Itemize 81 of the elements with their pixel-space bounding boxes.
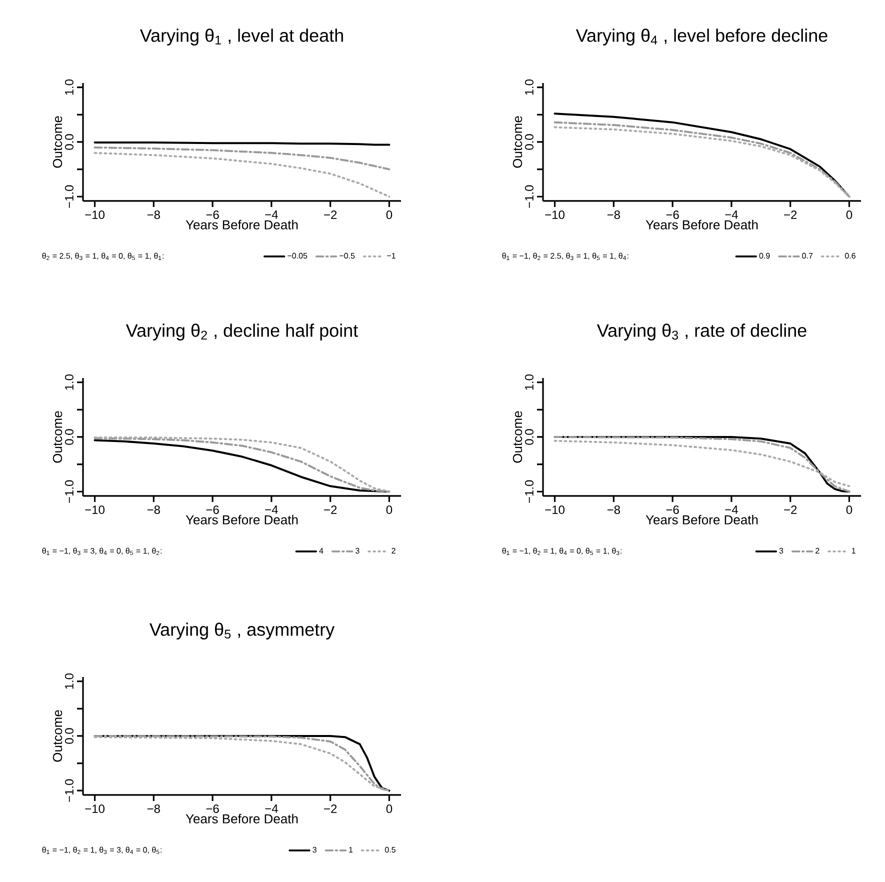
x-tick-label: −8: [607, 210, 620, 220]
legend-label: 3: [312, 846, 316, 853]
y-tick-label: 0.0: [64, 134, 74, 150]
x-tick-label: −8: [147, 210, 160, 220]
x-axis-title: Years Before Death: [186, 514, 298, 524]
chart-title: Varying θ$_{4}$ , level before decline: [576, 28, 828, 46]
text: θ$_{1}$ = −1, θ$_{3}$ = 3, θ$_{4}$ = 0, θ$_{5}$ = 1, θ$_{2}$:: [42, 548, 162, 556]
x-tick-label: −2: [784, 506, 797, 514]
chart-title: Varying θ$_{1}$ , level at death: [140, 28, 343, 46]
x-tick-label: −6: [666, 506, 679, 514]
x-tick-label: −6: [666, 210, 679, 220]
y-tick-label: −1.0: [64, 185, 74, 208]
y-axis-title: Outcome: [52, 411, 62, 463]
x-tick-label: 0: [386, 210, 392, 220]
x-tick-label: 0: [846, 506, 852, 514]
x-tick-label: −4: [725, 210, 738, 219]
legend-label: 0.5: [385, 846, 396, 853]
x-tick-label: −2: [324, 210, 337, 219]
x-axis-title: Years Before Death: [646, 220, 758, 230]
y-tick-label: 1.0: [64, 374, 74, 390]
x-tick-label: −6: [206, 210, 219, 220]
x-tick-label: −8: [147, 506, 160, 514]
x-tick-label: −4: [265, 506, 278, 514]
legend-label: −1: [387, 252, 396, 258]
x-tick-label: −10: [545, 210, 564, 220]
text: θ$_{2}$ = 2.5, θ$_{3}$ = 1, θ$_{4}$ = 0, θ$_{5}$ = 1, θ$_{1}$:: [42, 252, 164, 260]
legend-label: 2: [392, 548, 396, 554]
y-tick-label: −1.0: [64, 779, 74, 802]
legend-label: 1: [349, 846, 353, 852]
y-axis-title: Outcome: [512, 411, 522, 463]
y-tick-label: −1.0: [524, 185, 534, 208]
x-tick-label: 0: [846, 210, 852, 220]
legend-label: 3: [355, 548, 360, 554]
text: θ$_{1}$ = −1, θ$_{2}$ = 2.5, θ$_{3}$ = 1, θ$_{5}$ = 1, θ$_{4}$:: [502, 252, 628, 260]
y-tick-label: 1.0: [524, 79, 534, 95]
text: θ$_{1}$ = −1, θ$_{2}$ = 1, θ$_{3}$ = 3, θ$_{4}$ = 0, θ$_{5}$:: [42, 846, 162, 854]
x-tick-label: −10: [85, 506, 104, 514]
x-axis-title: Years Before Death: [186, 220, 298, 230]
y-tick-label: −1.0: [64, 480, 74, 503]
y-axis-title: Outcome: [512, 116, 522, 168]
x-tick-label: −10: [85, 804, 104, 814]
legend-label: 3: [779, 548, 784, 554]
y-tick-label: 0.0: [524, 429, 534, 445]
chart-title: Varying θ$_{3}$ , rate of decline: [596, 324, 806, 340]
x-tick-label: −4: [725, 506, 738, 514]
x-tick-label: −6: [206, 804, 219, 814]
x-tick-label: −2: [324, 804, 337, 813]
x-tick-label: 0: [386, 804, 392, 814]
line-series: [554, 440, 850, 488]
x-tick-label: −10: [545, 506, 564, 514]
legend-label: 4: [319, 548, 324, 554]
y-tick-label: −1.0: [524, 480, 534, 503]
legend-label: 0.6: [845, 252, 856, 259]
legend-label: 2: [816, 548, 820, 554]
y-tick-label: 1.0: [524, 374, 534, 390]
legend-label: −0.05: [288, 252, 308, 259]
legend-label: 0.7: [802, 252, 813, 259]
y-axis-title: Outcome: [52, 116, 62, 168]
y-tick-label: 0.0: [64, 429, 74, 445]
y-tick-label: 1.0: [64, 79, 74, 95]
y-tick-label: 0.0: [524, 134, 534, 150]
x-axis-title: Years Before Death: [646, 514, 758, 524]
legend-label: 0.9: [759, 252, 770, 259]
x-tick-label: −2: [324, 506, 337, 514]
x-tick-label: −8: [147, 804, 160, 814]
x-tick-label: −4: [265, 210, 278, 219]
x-tick-label: 0: [386, 506, 392, 514]
chart-title: Varying θ$_{5}$ , asymmetry: [149, 622, 335, 640]
x-tick-label: −4: [265, 804, 278, 813]
y-axis-title: Outcome: [52, 710, 62, 762]
x-tick-label: −2: [784, 210, 797, 219]
x-tick-label: −8: [607, 506, 620, 514]
y-tick-label: 1.0: [64, 673, 74, 689]
y-tick-label: 0.0: [64, 728, 74, 744]
legend-label: −0.5: [340, 252, 355, 259]
legend-label: 1: [852, 548, 856, 554]
chart-title: Varying θ$_{2}$ , decline half point: [126, 324, 358, 340]
x-axis-title: Years Before Death: [186, 814, 298, 824]
x-tick-label: −6: [206, 506, 219, 514]
text: θ$_{1}$ = −1, θ$_{2}$ = 1, θ$_{4}$ = 0, θ$_{5}$ = 1, θ$_{3}$:: [502, 548, 622, 556]
x-tick-label: −10: [85, 210, 104, 220]
